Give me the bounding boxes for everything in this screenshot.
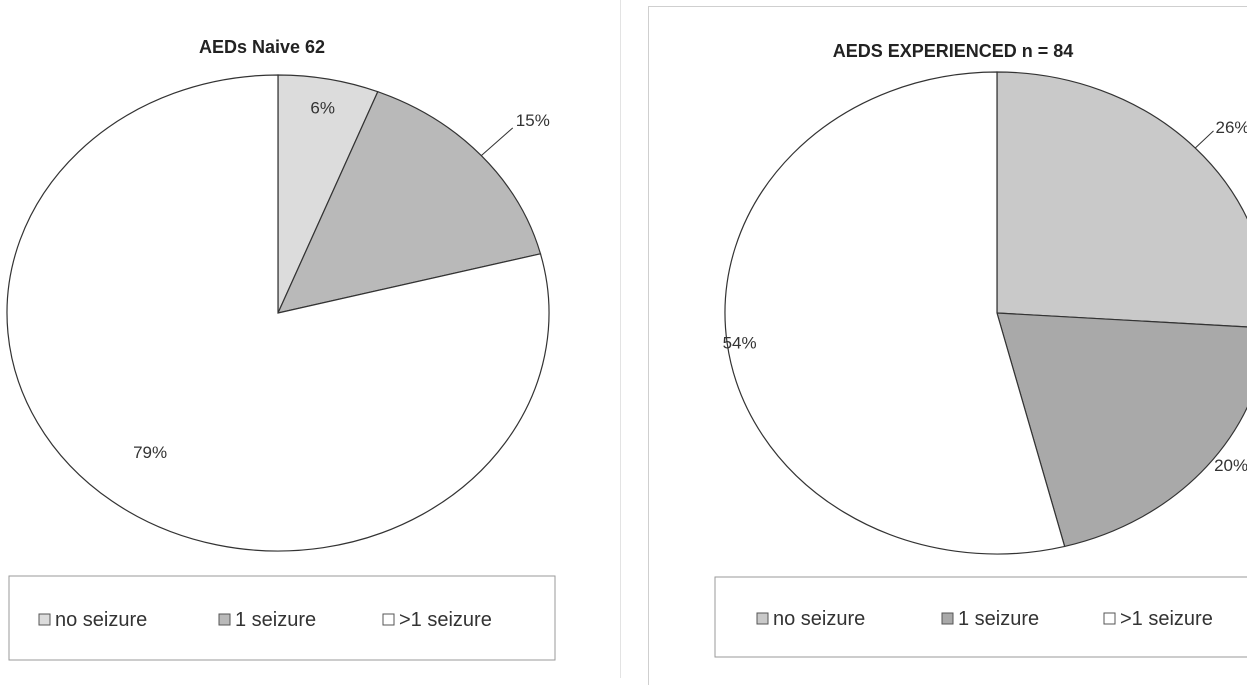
legend-swatch [941, 612, 954, 625]
data-label: 6% [310, 98, 335, 117]
legend-swatch [756, 612, 769, 625]
pie-slice-1-seizure [276, 90, 542, 314]
pie-chart-experienced: AEDS EXPERIENCED n = 84 26% 20% 54% no sei… [714, 41, 1247, 658]
leader-line [480, 127, 514, 156]
leader-line [1194, 130, 1214, 149]
legend-swatch [1103, 612, 1116, 625]
legend-entry: 1 seizure [235, 609, 316, 631]
pie-slice-1-seizure [996, 312, 1247, 548]
data-label: 15% [516, 111, 550, 130]
pie-slice-1-seizure [724, 71, 1066, 555]
legend-entry: >1 seizure [1120, 608, 1213, 630]
chart-title: AEDS EXPERIENCED n = 84 [833, 41, 1074, 61]
slice-labels: 26% 20% 54% [723, 118, 1247, 475]
legend-entry: >1 seizure [399, 609, 492, 631]
data-label: 79% [133, 443, 167, 462]
pie-chart-naive: AEDs Naive 62 6% 15% 79% no seizure 1 seizu… [6, 37, 556, 661]
legend-box [8, 575, 556, 661]
slice-labels: 6% 15% 79% [133, 98, 550, 462]
chart-title: AEDs Naive 62 [199, 37, 325, 57]
legend-swatch [382, 613, 395, 626]
pie-slice-no-seizure [996, 71, 1247, 328]
legend-entry: 1 seizure [958, 608, 1039, 630]
pie-slice-1-seizure [6, 74, 550, 552]
data-label: 26% [1216, 118, 1247, 137]
legend: no seizure 1 seizure >1 seizure [38, 609, 492, 631]
panel-divider [620, 0, 621, 678]
legend-swatch [38, 613, 51, 626]
pie-slices [724, 71, 1247, 555]
data-label: 54% [723, 334, 757, 353]
legend-swatch [218, 613, 231, 626]
legend-entry: no seizure [55, 609, 147, 631]
chart-panel-experienced: AEDS EXPERIENCED n = 84 26% 20% 54% no sei… [648, 6, 1247, 685]
chart-panel-naive: AEDs Naive 62 6% 15% 79% no seizure 1 seizu… [0, 0, 620, 678]
pie-slices [6, 74, 550, 552]
data-label: 20% [1214, 456, 1247, 475]
legend-entry: no seizure [773, 608, 865, 630]
legend: no seizure 1 seizure >1 seizure [756, 608, 1213, 630]
legend-box [714, 576, 1247, 658]
